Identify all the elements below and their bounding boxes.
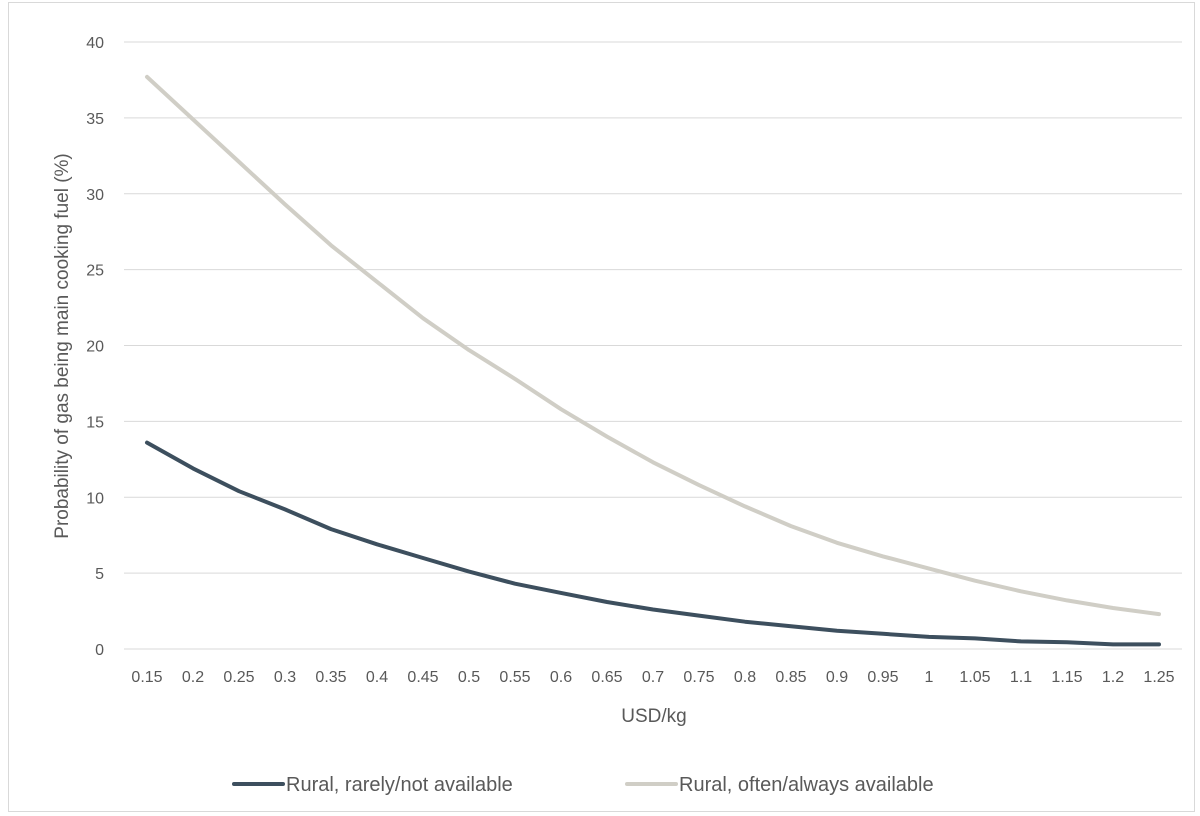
series-lines xyxy=(145,74,1161,647)
x-tick-label: 0.95 xyxy=(867,669,898,686)
x-tick-label: 0.65 xyxy=(591,669,622,686)
x-axis-ticks: 0.15 0.2 0.25 0.3 0.35 0.4 0.45 0.5 0.55 0.6 0.65 0… xyxy=(131,669,1174,686)
y-axis-title: Probability of gas being main cooking fu… xyxy=(52,153,73,538)
chart-frame xyxy=(8,2,1195,812)
x-tick-label: 0.3 xyxy=(274,669,296,686)
x-axis-title: USD/kg xyxy=(621,706,686,727)
x-tick-label: 1 xyxy=(925,669,934,686)
x-tick-label: 1.05 xyxy=(959,669,990,686)
x-tick-label: 0.5 xyxy=(458,669,480,686)
y-tick-label: 15 xyxy=(86,414,104,431)
x-tick-label: 1.2 xyxy=(1102,669,1124,686)
y-tick-label: 35 xyxy=(86,111,104,128)
x-tick-label: 0.45 xyxy=(407,669,438,686)
x-tick-label: 0.8 xyxy=(734,669,756,686)
x-tick-label: 0.55 xyxy=(499,669,530,686)
y-tick-label: 5 xyxy=(95,566,104,583)
x-tick-label: 0.4 xyxy=(366,669,388,686)
series-line-0 xyxy=(145,440,1161,647)
y-tick-label: 0 xyxy=(95,642,104,659)
x-tick-label: 1.15 xyxy=(1051,669,1082,686)
x-tick-label: 0.35 xyxy=(315,669,346,686)
y-tick-label: 30 xyxy=(86,187,104,204)
x-tick-label: 0.7 xyxy=(642,669,664,686)
y-tick-label: 40 xyxy=(86,35,104,52)
y-tick-label: 10 xyxy=(86,490,104,507)
x-tick-label: 0.15 xyxy=(131,669,162,686)
x-tick-label: 0.9 xyxy=(826,669,848,686)
legend-label: Rural, rarely/not available xyxy=(286,774,513,796)
x-tick-label: 0.85 xyxy=(775,669,806,686)
legend: Rural, rarely/not available Rural, often/… xyxy=(232,774,934,796)
x-tick-label: 0.6 xyxy=(550,669,572,686)
x-tick-label: 0.75 xyxy=(683,669,714,686)
y-tick-label: 25 xyxy=(86,263,104,280)
y-axis-ticks: 0 5 10 15 20 25 30 35 40 xyxy=(86,35,104,659)
gridlines xyxy=(124,41,1182,650)
x-tick-label: 1.25 xyxy=(1143,669,1174,686)
legend-label: Rural, often/always available xyxy=(679,774,934,796)
x-tick-label: 0.2 xyxy=(182,669,204,686)
y-tick-label: 20 xyxy=(86,339,104,356)
x-tick-label: 1.1 xyxy=(1010,669,1032,686)
x-tick-label: 0.25 xyxy=(223,669,254,686)
